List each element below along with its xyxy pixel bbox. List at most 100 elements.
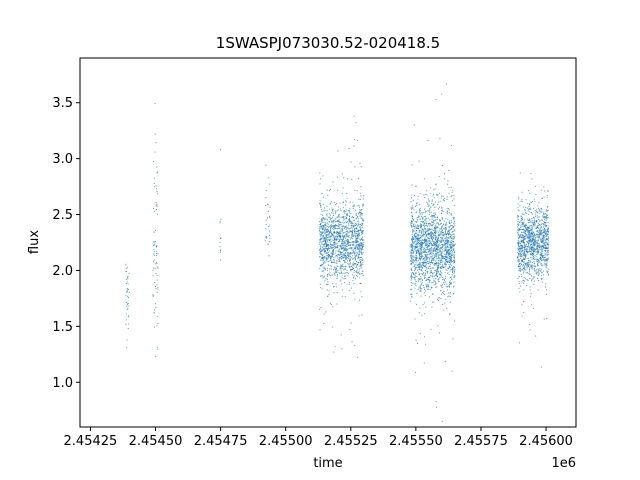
data-point [339, 280, 341, 282]
data-point [428, 286, 430, 288]
data-point [411, 296, 413, 298]
data-point [454, 244, 456, 246]
data-point [518, 236, 520, 238]
data-point [540, 263, 542, 265]
data-point [520, 221, 522, 223]
data-point [543, 220, 545, 222]
data-point [439, 230, 441, 232]
data-point [345, 266, 347, 268]
data-point [335, 228, 337, 230]
data-point [544, 244, 546, 246]
data-point [419, 237, 421, 239]
data-point [345, 253, 347, 255]
data-point [319, 308, 321, 310]
data-point [356, 240, 358, 242]
data-point [153, 210, 155, 212]
data-point [335, 239, 337, 241]
data-point [323, 244, 325, 246]
data-point [427, 284, 429, 286]
data-point [426, 254, 428, 256]
data-point [333, 226, 335, 228]
data-point [343, 209, 345, 211]
data-point [352, 233, 354, 235]
data-point [421, 220, 423, 222]
data-point [322, 263, 324, 265]
data-point [452, 245, 454, 247]
data-point [531, 256, 533, 258]
data-point [547, 227, 549, 229]
data-point [351, 235, 353, 237]
data-point [544, 233, 546, 235]
plot-background [80, 58, 576, 427]
data-point [361, 226, 363, 228]
data-point [530, 293, 532, 295]
data-point [448, 242, 450, 244]
data-point [439, 223, 441, 225]
data-point [342, 225, 344, 227]
data-point [533, 224, 535, 226]
data-point [422, 263, 424, 265]
data-point [342, 236, 344, 238]
data-point [325, 236, 327, 238]
data-point [333, 231, 335, 233]
data-point [327, 236, 329, 238]
data-point [436, 248, 438, 250]
data-point [432, 257, 434, 259]
data-point [519, 205, 521, 207]
data-point [126, 278, 128, 280]
data-point [529, 260, 531, 262]
data-point [541, 219, 543, 221]
data-point [539, 231, 541, 233]
data-point [419, 238, 421, 240]
data-point [341, 268, 343, 270]
data-point [442, 260, 444, 262]
data-point [345, 234, 347, 236]
data-point [529, 268, 531, 270]
data-point [440, 240, 442, 242]
data-point [426, 240, 428, 242]
data-point [547, 190, 549, 192]
data-point [452, 216, 454, 218]
data-point [547, 230, 549, 232]
data-point [322, 225, 324, 227]
data-point [411, 242, 413, 244]
data-point [533, 261, 535, 263]
data-point [362, 244, 364, 246]
data-point [437, 279, 439, 281]
data-point [349, 201, 351, 203]
data-point [361, 246, 363, 248]
data-point [429, 236, 431, 238]
data-point [517, 209, 519, 211]
data-point [534, 241, 536, 243]
data-point [410, 251, 412, 253]
data-point [422, 264, 424, 266]
data-point [363, 195, 365, 197]
data-point [446, 247, 448, 249]
data-point [527, 230, 529, 232]
data-point [451, 222, 453, 224]
data-point [359, 228, 361, 230]
data-point [520, 255, 522, 257]
data-point [447, 240, 449, 242]
data-point [548, 244, 550, 246]
data-point [321, 226, 323, 228]
data-point [362, 220, 364, 222]
data-point [337, 247, 339, 249]
data-point [532, 258, 534, 260]
data-point [447, 251, 449, 253]
data-point [533, 244, 535, 246]
data-point [530, 295, 532, 297]
x-tick-label: 2.45525 [324, 434, 378, 449]
data-point [344, 240, 346, 242]
data-point [519, 236, 521, 238]
data-point [432, 216, 434, 218]
data-point [538, 247, 540, 249]
data-point [361, 233, 363, 235]
data-point [520, 234, 522, 236]
data-point [327, 239, 329, 241]
data-point [320, 225, 322, 227]
data-point [352, 280, 354, 282]
data-point [423, 250, 425, 252]
data-point [517, 229, 519, 231]
data-point [518, 268, 520, 270]
